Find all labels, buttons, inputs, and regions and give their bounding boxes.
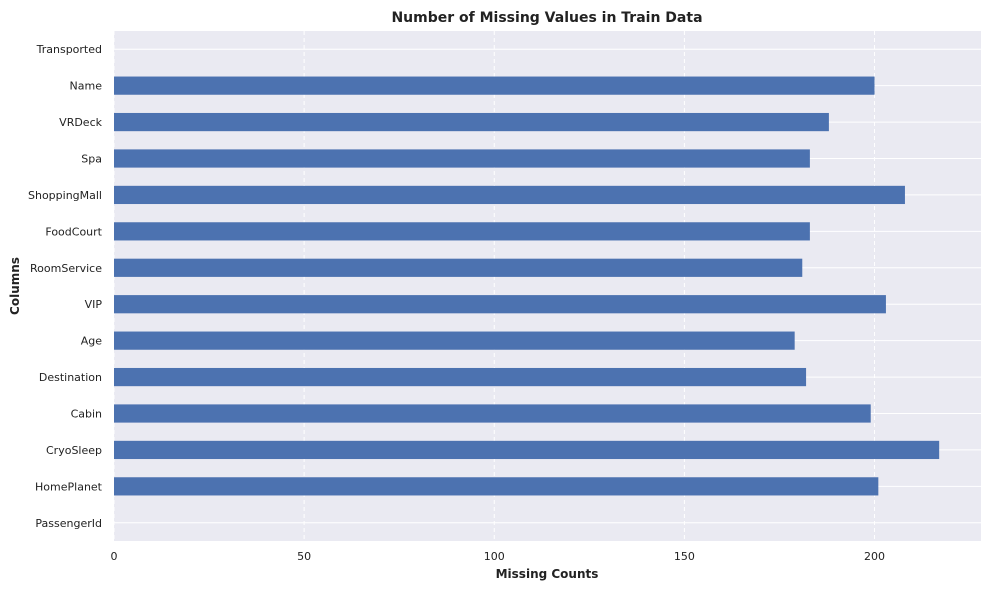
bar xyxy=(114,222,810,241)
y-tick-label: VRDeck xyxy=(59,116,102,129)
x-tick-label: 100 xyxy=(484,550,505,563)
x-tick-label: 50 xyxy=(297,550,311,563)
bar xyxy=(114,477,879,496)
y-tick-label: Age xyxy=(81,335,103,348)
x-tick-label: 200 xyxy=(864,550,885,563)
y-tick-label: ShoppingMall xyxy=(28,189,102,202)
plot-background xyxy=(114,31,981,541)
y-tick-label: RoomService xyxy=(30,262,102,275)
x-tick-label: 150 xyxy=(674,550,695,563)
chart-title: Number of Missing Values in Train Data xyxy=(391,10,702,26)
y-tick-label: Transported xyxy=(36,43,102,56)
y-tick-label: Destination xyxy=(39,371,102,384)
bar xyxy=(114,185,905,205)
x-axis-label: Missing Counts xyxy=(496,567,599,581)
y-axis-label: Columns xyxy=(8,257,22,315)
bar xyxy=(114,404,871,423)
bar xyxy=(114,367,807,387)
y-tick-labels: PassengerId HomePlanet CryoSleep Cabin Desti… xyxy=(28,43,103,530)
bar xyxy=(114,258,803,277)
y-tick-label: Name xyxy=(70,80,103,93)
bar xyxy=(114,440,940,460)
x-tick-labels: 0 50 100 150 200 xyxy=(111,550,886,563)
y-tick-label: FoodCourt xyxy=(45,225,102,238)
bar xyxy=(114,331,795,350)
y-tick-label: HomePlanet xyxy=(35,480,103,493)
bar xyxy=(114,295,886,314)
bar xyxy=(114,149,810,168)
y-tick-label: Spa xyxy=(81,153,102,166)
y-tick-label: CryoSleep xyxy=(46,444,102,457)
y-tick-label: VIP xyxy=(85,298,103,311)
bar-layer xyxy=(114,76,940,496)
y-tick-label: Cabin xyxy=(71,408,102,421)
y-tick-label: PassengerId xyxy=(35,517,102,530)
x-tick-label: 0 xyxy=(111,550,118,563)
bar xyxy=(114,112,829,132)
bar xyxy=(114,76,875,95)
